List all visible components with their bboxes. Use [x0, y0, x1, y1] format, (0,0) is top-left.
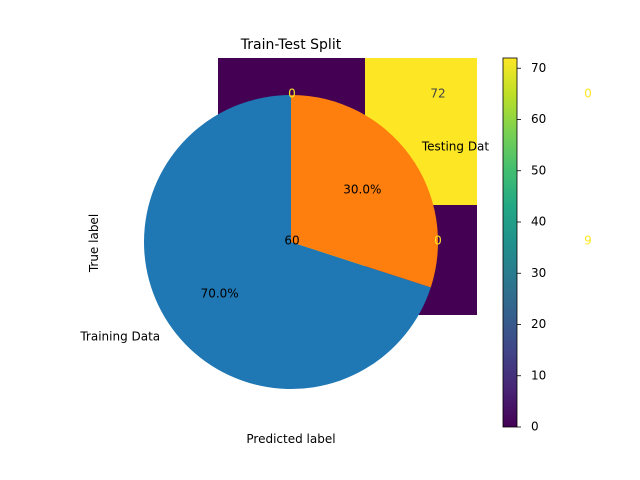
- heatmap-annotation-0-1: 72: [430, 87, 445, 101]
- pie-category-label-0: Training Data: [79, 330, 160, 344]
- heatmap-annotation-0-2: 0: [584, 87, 592, 101]
- colorbar-gradient: [503, 58, 517, 427]
- chart-title: Train-Test Split: [240, 37, 342, 53]
- chart-labels: 0 72 0 60 0 9 70.0% 30.0% Training Data Testing D…: [79, 87, 591, 344]
- pie-chart: [144, 94, 439, 389]
- colorbar-tick-label-70: 70: [531, 61, 546, 75]
- colorbar-tick-label-60: 60: [531, 112, 546, 126]
- colorbar-tick-label-0: 0: [531, 420, 539, 434]
- pie-category-label-1: Testing Dat: [421, 139, 490, 153]
- colorbar-tick-label-50: 50: [531, 163, 546, 177]
- heatmap-annotation-1-2: 9: [584, 234, 592, 248]
- colorbar-tick-label-40: 40: [531, 215, 546, 229]
- pie-pct-label-0: 70.0%: [201, 286, 239, 300]
- colorbar-tick-label-10: 10: [531, 368, 546, 382]
- pie-pct-label-1: 30.0%: [343, 183, 381, 197]
- colorbar-ticks: 0 10 20 30 40 50 60 70: [517, 61, 546, 434]
- x-axis-label: Predicted label: [246, 432, 335, 446]
- pie-slice-testing-data: [291, 94, 439, 288]
- colorbar-frame: [502, 57, 518, 428]
- colorbar: 0 10 20 30 40 50 60 70: [502, 57, 546, 434]
- heatmap-annotation-1-0: 60: [284, 234, 299, 248]
- colorbar-tick-label-30: 30: [531, 266, 546, 280]
- colorbar-tick-label-20: 20: [531, 317, 546, 331]
- y-axis-label: True label: [87, 214, 101, 273]
- pie-slice-training-data: [144, 95, 431, 389]
- heatmap-annotation-0-0: 0: [288, 87, 296, 101]
- heatmap-annotation-1-1: 0: [434, 234, 442, 248]
